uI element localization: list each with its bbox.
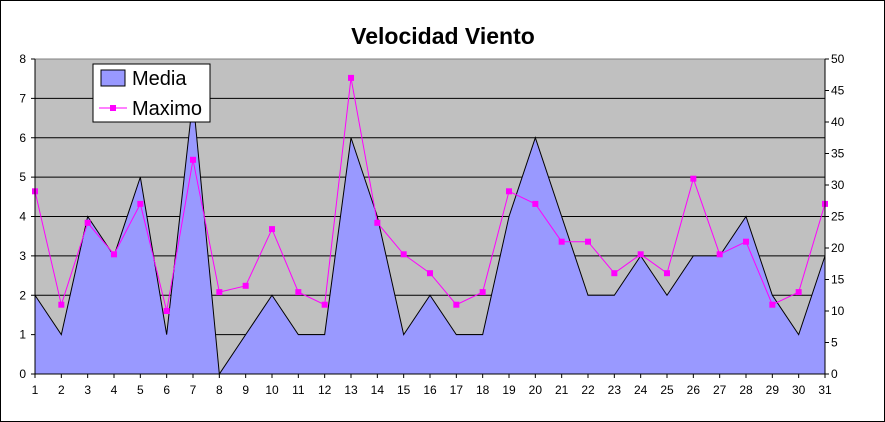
x-tick-label-4: 4 xyxy=(111,383,118,397)
x-tick-label-23: 23 xyxy=(608,383,622,397)
maximo-point-26 xyxy=(690,175,697,182)
right-tick-label-10: 10 xyxy=(831,304,845,318)
maximo-point-28 xyxy=(743,238,749,245)
left-tick-label-8: 8 xyxy=(19,52,26,66)
right-tick-label-30: 30 xyxy=(831,178,845,192)
maximo-point-29 xyxy=(769,301,776,308)
x-tick-label-2: 2 xyxy=(58,383,65,397)
right-tick-label-35: 35 xyxy=(831,147,845,161)
maximo-point-7 xyxy=(190,156,196,163)
x-tick-label-5: 5 xyxy=(137,383,144,397)
maximo-point-4 xyxy=(111,251,117,258)
x-tick-label-29: 29 xyxy=(766,383,780,397)
x-tick-label-10: 10 xyxy=(265,383,279,397)
maximo-point-22 xyxy=(585,238,591,245)
left-tick-label-3: 3 xyxy=(19,249,26,263)
maximo-point-13 xyxy=(348,74,354,81)
maximo-point-11 xyxy=(295,289,302,296)
left-tick-label-0: 0 xyxy=(19,367,26,381)
maximo-point-19 xyxy=(506,188,512,195)
maximo-point-14 xyxy=(374,219,381,226)
left-tick-label-4: 4 xyxy=(19,210,26,224)
maximo-point-16 xyxy=(427,270,433,277)
x-tick-label-14: 14 xyxy=(371,383,385,397)
x-tick-label-12: 12 xyxy=(318,383,332,397)
maximo-point-23 xyxy=(611,270,618,277)
legend: Media Maximo xyxy=(92,63,211,123)
chart-title: Velocidad Viento xyxy=(351,23,535,49)
maximo-point-12 xyxy=(321,301,328,308)
x-tick-label-30: 30 xyxy=(792,383,806,397)
right-tick-label-50: 50 xyxy=(831,52,845,66)
x-tick-label-15: 15 xyxy=(397,383,411,397)
x-tick-label-16: 16 xyxy=(423,383,437,397)
left-tick-label-6: 6 xyxy=(19,131,26,145)
x-tick-label-9: 9 xyxy=(242,383,249,397)
maximo-point-25 xyxy=(664,270,670,277)
right-tick-label-25: 25 xyxy=(831,210,845,224)
media-area-outline xyxy=(34,98,826,376)
maximo-point-2 xyxy=(58,301,65,308)
maximo-point-3 xyxy=(84,219,91,226)
x-tick-label-22: 22 xyxy=(581,383,595,397)
legend-media-label: Media xyxy=(132,68,187,90)
x-tick-label-17: 17 xyxy=(450,383,464,397)
left-tick-label-7: 7 xyxy=(19,91,26,105)
maximo-point-17 xyxy=(453,301,460,308)
maximo-point-10 xyxy=(269,226,275,233)
right-tick-label-5: 5 xyxy=(831,336,838,350)
media-swatch xyxy=(100,69,126,87)
maximo-point-24 xyxy=(637,251,644,258)
maximo-point-20 xyxy=(532,200,539,207)
maximo-point-30 xyxy=(795,289,802,296)
maximo-point-6 xyxy=(163,308,170,314)
maximo-point-5 xyxy=(137,200,144,207)
x-tick-label-19: 19 xyxy=(502,383,516,397)
x-tick-label-11: 11 xyxy=(292,383,305,397)
left-tick-label-1: 1 xyxy=(19,328,26,342)
x-tick-label-25: 25 xyxy=(660,383,674,397)
maximo-point-15 xyxy=(400,251,407,258)
maximo-point-27 xyxy=(716,251,723,258)
x-tick-label-8: 8 xyxy=(216,383,223,397)
maximo-point-9 xyxy=(242,282,249,289)
right-tick-label-0: 0 xyxy=(831,367,838,381)
x-tick-label-13: 13 xyxy=(344,383,358,397)
right-tick-label-20: 20 xyxy=(831,241,845,255)
x-tick-label-3: 3 xyxy=(84,383,91,397)
maximo-point-18 xyxy=(479,289,486,296)
x-tick-label-18: 18 xyxy=(476,383,490,397)
maximo-swatch-marker xyxy=(110,105,116,111)
x-tick-label-27: 27 xyxy=(713,383,727,397)
right-tick-label-40: 40 xyxy=(831,115,845,129)
media-area-series xyxy=(34,98,826,376)
maximo-point-8 xyxy=(216,289,223,296)
x-tick-label-7: 7 xyxy=(190,383,197,397)
x-tick-label-21: 21 xyxy=(555,383,569,397)
maximo-point-21 xyxy=(558,238,565,245)
x-tick-label-24: 24 xyxy=(634,383,648,397)
left-tick-label-2: 2 xyxy=(19,288,26,302)
x-tick-label-20: 20 xyxy=(529,383,543,397)
media-area xyxy=(35,98,825,374)
left-tick-label-5: 5 xyxy=(19,170,26,184)
x-tick-label-31: 31 xyxy=(818,383,832,397)
x-tick-label-6: 6 xyxy=(163,383,170,397)
x-tick-label-1: 1 xyxy=(32,383,39,397)
right-tick-label-45: 45 xyxy=(831,84,845,98)
x-tick-label-28: 28 xyxy=(739,383,753,397)
legend-maximo-label: Maximo xyxy=(132,98,202,120)
right-tick-label-15: 15 xyxy=(831,273,845,287)
x-tick-label-26: 26 xyxy=(687,383,701,397)
